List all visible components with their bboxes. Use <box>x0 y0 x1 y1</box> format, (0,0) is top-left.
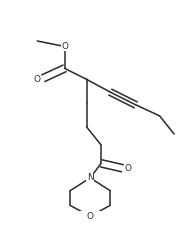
Text: O: O <box>125 164 132 173</box>
Text: O: O <box>34 75 41 84</box>
Text: O: O <box>61 42 68 51</box>
Text: N: N <box>87 174 93 182</box>
Text: O: O <box>87 212 94 221</box>
